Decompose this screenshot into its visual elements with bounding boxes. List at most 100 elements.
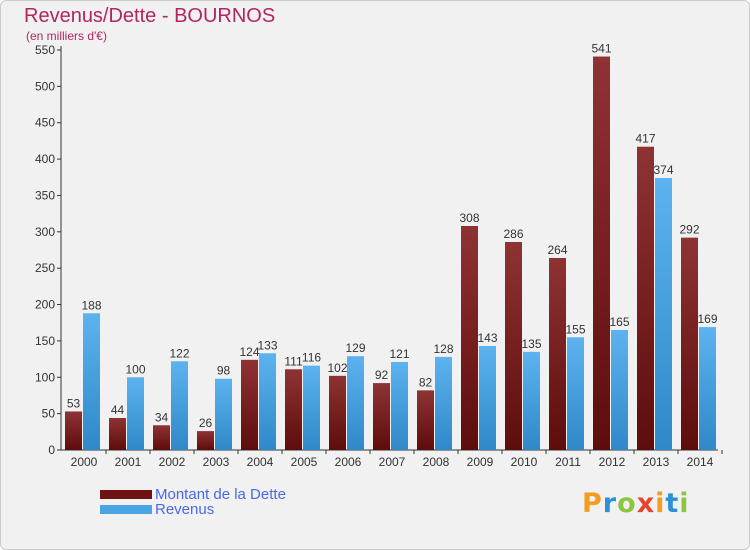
- data-label: 82: [419, 375, 433, 389]
- bar-dette: [505, 242, 522, 450]
- data-label: 308: [459, 211, 479, 225]
- legend-item-dette: Montant de la Dette: [100, 485, 286, 503]
- x-tick-label: 2001: [115, 455, 142, 469]
- data-label: 122: [169, 346, 189, 360]
- legend-label-revenus: Revenus: [155, 500, 215, 518]
- y-tick-label: 300: [35, 225, 55, 239]
- x-tick-label: 2006: [335, 455, 362, 469]
- data-label: 102: [327, 361, 347, 375]
- bar-dette: [109, 418, 126, 450]
- bar-revenus: [611, 330, 628, 450]
- x-tick-label: 2014: [687, 455, 714, 469]
- data-label: 26: [199, 416, 213, 430]
- bar-dette: [373, 383, 390, 450]
- bar-dette: [417, 390, 434, 450]
- data-label: 44: [111, 403, 125, 417]
- x-tick-label: 2011: [555, 455, 581, 469]
- y-tick-label: 500: [35, 79, 55, 93]
- data-label: 128: [433, 342, 453, 356]
- data-label: 155: [565, 322, 585, 336]
- data-label: 165: [609, 315, 629, 329]
- bar-revenus: [391, 362, 408, 450]
- x-tick-label: 2002: [159, 455, 186, 469]
- bar-dette: [593, 56, 610, 450]
- data-label: 124: [239, 345, 259, 359]
- x-tick-label: 2009: [467, 455, 494, 469]
- bar-revenus: [171, 361, 188, 450]
- data-label: 143: [477, 331, 497, 345]
- chart-title: Revenus/Dette - BOURNOS: [24, 5, 276, 27]
- data-label: 53: [67, 396, 81, 410]
- x-tick-label: 2013: [643, 455, 670, 469]
- bar-revenus: [83, 313, 100, 450]
- bar-revenus: [655, 178, 672, 450]
- bar-revenus: [215, 378, 232, 450]
- chart-subtitle: (en milliers d'€): [26, 29, 107, 43]
- bar-revenus: [435, 356, 452, 450]
- y-tick-label: 50: [42, 407, 56, 421]
- data-label: 541: [591, 42, 611, 56]
- logo-letter: i: [679, 488, 690, 519]
- data-label: 135: [521, 337, 541, 351]
- y-tick-label: 100: [35, 370, 55, 384]
- bar-revenus: [523, 351, 540, 450]
- legend-swatch-revenus: [100, 504, 152, 514]
- bar-revenus: [127, 377, 144, 450]
- bar-dette: [681, 237, 698, 450]
- bar-revenus: [259, 353, 276, 450]
- bar-revenus: [567, 337, 584, 450]
- x-tick-label: 2004: [247, 455, 274, 469]
- bar-revenus: [699, 327, 716, 450]
- bar-dette: [461, 226, 478, 450]
- bar-dette: [549, 258, 566, 450]
- bar-dette: [241, 359, 258, 450]
- x-tick-label: 2007: [379, 455, 406, 469]
- y-tick-label: 0: [48, 443, 55, 457]
- logo-letter: r: [602, 488, 618, 519]
- data-label: 98: [217, 364, 231, 378]
- x-tick-label: 2005: [291, 455, 318, 469]
- logo-letter: x: [636, 488, 656, 519]
- bar-revenus: [479, 346, 496, 450]
- logo-letter: i: [655, 488, 666, 519]
- bar-dette: [329, 375, 346, 450]
- bar-dette: [197, 431, 214, 450]
- x-tick-label: 2010: [511, 455, 538, 469]
- legend-item-revenus: Revenus: [100, 500, 215, 518]
- bars: [65, 56, 716, 450]
- bar-revenus: [347, 356, 364, 450]
- data-label: 264: [547, 243, 567, 257]
- legend-swatch-dette: [100, 489, 152, 499]
- x-tick-label: 2000: [71, 455, 98, 469]
- data-label: 121: [389, 347, 409, 361]
- axes: 0 50 100 150 200 250 300 350 400 450 500 550 2000 200…: [35, 43, 723, 469]
- x-tick-label: 2003: [203, 455, 230, 469]
- bar-revenus: [303, 365, 320, 450]
- y-tick-label: 450: [35, 116, 55, 130]
- data-label: 169: [697, 312, 717, 326]
- bar-dette: [285, 369, 302, 450]
- y-tick-label: 150: [35, 334, 55, 348]
- data-label: 417: [635, 132, 655, 146]
- data-label: 129: [345, 341, 365, 355]
- bar-dette: [637, 146, 654, 450]
- logo-letter: t: [665, 488, 680, 519]
- x-tick-label: 2008: [423, 455, 450, 469]
- bar-dette: [65, 411, 82, 450]
- y-tick-label: 350: [35, 188, 55, 202]
- y-tick-label: 250: [35, 261, 55, 275]
- data-label: 292: [679, 223, 699, 237]
- data-label: 188: [81, 298, 101, 312]
- data-label: 92: [375, 368, 389, 382]
- data-label: 34: [155, 410, 169, 424]
- data-label: 133: [257, 338, 277, 352]
- proxiti-logo: Proxiti: [582, 488, 690, 519]
- data-label: 116: [302, 351, 321, 365]
- logo-letter: o: [617, 488, 637, 519]
- data-label: 100: [125, 362, 145, 376]
- logo-letter: P: [582, 488, 603, 519]
- data-label: 374: [653, 163, 673, 177]
- legend-label-dette: Montant de la Dette: [155, 485, 286, 503]
- y-tick-label: 200: [35, 298, 55, 312]
